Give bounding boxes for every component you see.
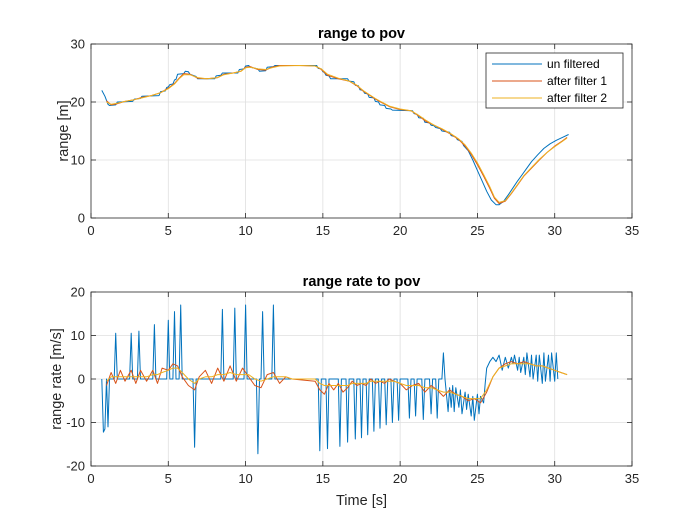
range-x-tick-label: 10 — [238, 223, 252, 238]
range-y-tick-label: 30 — [71, 37, 85, 52]
range-axes-box — [90, 43, 633, 219]
legend-label-unfiltered: un filtered — [547, 57, 600, 71]
rate-series-after-filter-2 — [106, 363, 568, 400]
range-x-tick-label: 5 — [165, 223, 172, 238]
range-axes: 0 5 10 15 20 25 30 35 0 10 20 30 range to pov range… — [56, 26, 639, 238]
rate-y-tick-label: 20 — [71, 285, 85, 300]
range-chart-title: range to pov — [318, 26, 405, 42]
rate-y-tick-label: 10 — [71, 328, 85, 343]
legend-label-filter2: after filter 2 — [547, 91, 607, 105]
range-y-axis-label: range [m] — [56, 100, 72, 161]
rate-y-tick-label: -10 — [66, 415, 85, 430]
range-x-tick-label: 30 — [547, 223, 561, 238]
legend: un filtered after filter 1 after filter … — [485, 52, 624, 109]
rate-x-tick-label: 25 — [470, 471, 484, 486]
rate-chart-title: range rate to pov — [303, 274, 421, 290]
rate-series-after-filter-1 — [106, 361, 568, 404]
rate-ticks: 0 5 10 15 20 25 30 35 -20 -10 0 10 20 — [66, 285, 639, 487]
rate-x-tick-label: 20 — [393, 471, 407, 486]
range-x-tick-label: 15 — [316, 223, 330, 238]
rate-y-tick-label: -20 — [66, 459, 85, 474]
range-ticks: 0 5 10 15 20 25 30 35 0 10 20 30 — [71, 37, 640, 239]
rate-axes: 0 5 10 15 20 25 30 35 -20 -10 0 10 20 range rate to … — [49, 274, 639, 509]
legend-label-filter1: after filter 1 — [547, 74, 607, 88]
rate-x-tick-label: 30 — [547, 471, 561, 486]
range-y-tick-label: 10 — [71, 153, 85, 168]
rate-y-axis-label: range rate [m/s] — [49, 328, 65, 430]
range-x-tick-label: 0 — [87, 223, 94, 238]
rate-x-tick-label: 35 — [625, 471, 639, 486]
range-y-tick-label: 20 — [71, 95, 85, 110]
range-series-after-filter-2 — [106, 65, 568, 203]
rate-y-tick-label: 0 — [78, 372, 85, 387]
rate-series — [101, 304, 568, 455]
range-x-tick-label: 35 — [625, 223, 639, 238]
range-y-tick-label: 0 — [78, 211, 85, 226]
range-series — [101, 65, 569, 206]
rate-x-tick-label: 0 — [87, 471, 94, 486]
rate-x-tick-label: 10 — [238, 471, 252, 486]
rate-series-un-filtered — [101, 304, 559, 455]
rate-x-axis-label: Time [s] — [336, 493, 387, 509]
range-series-un-filtered — [101, 65, 569, 206]
rate-x-tick-label: 15 — [316, 471, 330, 486]
rate-x-tick-label: 5 — [165, 471, 172, 486]
range-x-tick-label: 20 — [393, 223, 407, 238]
range-x-tick-label: 25 — [470, 223, 484, 238]
